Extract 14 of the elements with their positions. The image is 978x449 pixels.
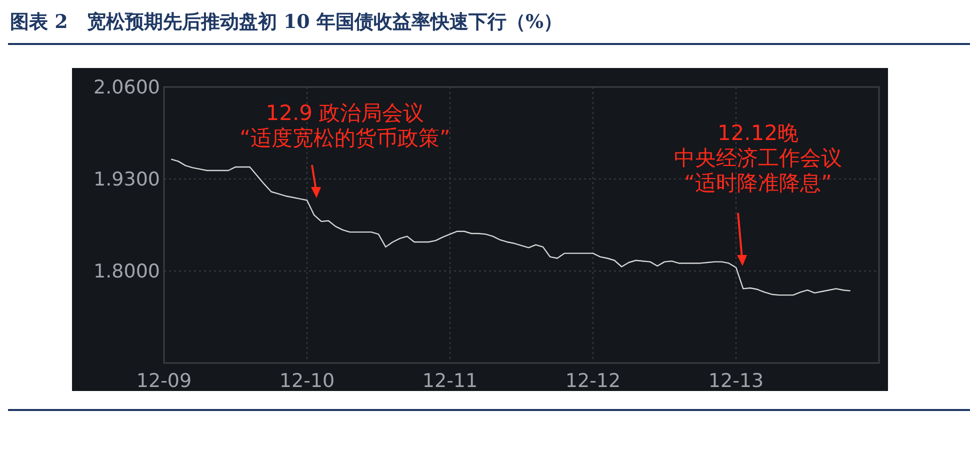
annotation: “适度宽松的货币政策”	[240, 126, 450, 150]
x-tick-label: 12-12	[565, 370, 621, 392]
x-tick-label: 12-09	[136, 370, 192, 392]
annotation: 中央经济工作会议	[674, 146, 842, 170]
annotation: 12.12晚	[717, 121, 799, 145]
y-tick-label: 2.0600	[94, 76, 160, 99]
x-tick-label: 12-10	[279, 370, 335, 392]
annotation: “适时降准降息”	[684, 171, 832, 195]
annotation: 12.9 政治局会议	[266, 101, 424, 125]
y-tick-label: 1.9300	[94, 168, 160, 191]
x-tick-label: 12-11	[422, 370, 478, 392]
x-tick-label: 12-13	[708, 370, 764, 392]
chart-title: 图表 2 宽松预期先后推动盘初 10 年国债收益率快速下行（%）	[10, 11, 563, 33]
y-tick-label: 1.8000	[94, 260, 160, 283]
